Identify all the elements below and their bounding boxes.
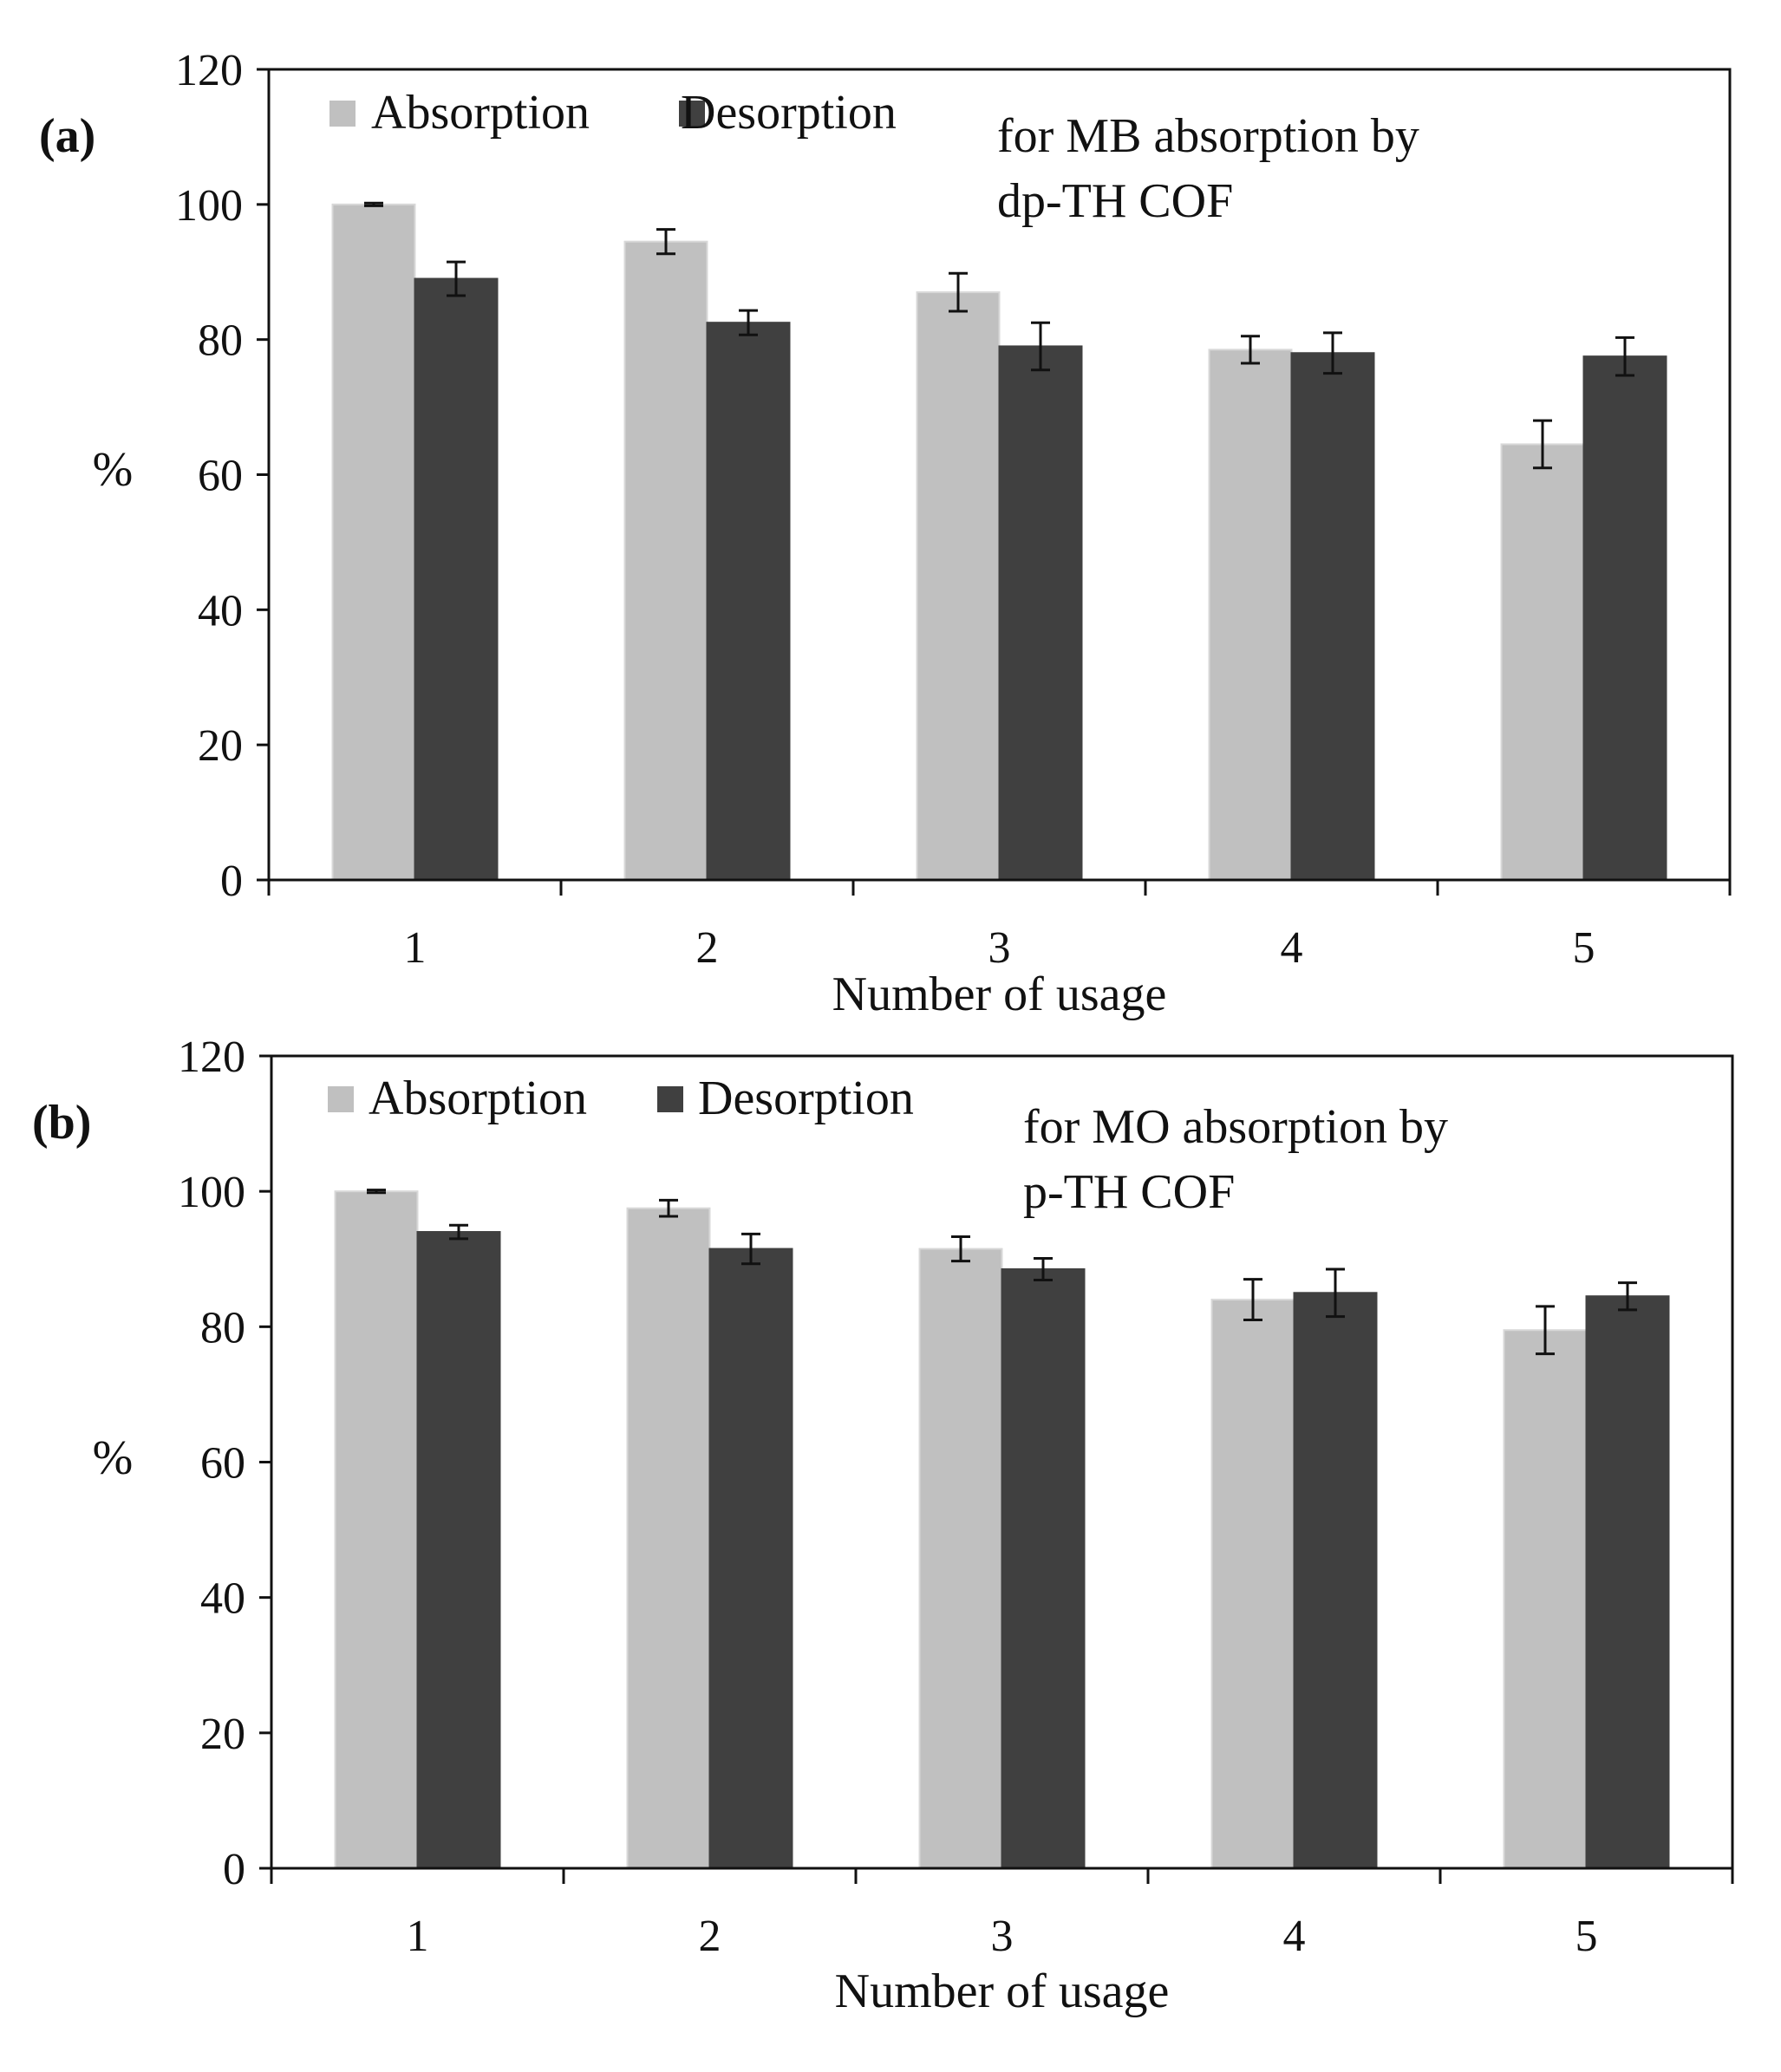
bar-desorption-3 (998, 345, 1083, 882)
x-tick-label: 5 (1576, 1912, 1598, 1961)
bar-desorption-1 (414, 277, 499, 881)
x-tick-label: 5 (1573, 923, 1595, 973)
bar-absorption-5 (1503, 1329, 1588, 1870)
bar-absorption-2 (626, 1207, 711, 1869)
annotation-line-1: for MB absorption by (997, 109, 1419, 163)
panel-label: (b) (32, 1096, 91, 1150)
y-tick-label: 20 (198, 721, 243, 771)
legend-swatch-desorption (657, 1086, 683, 1112)
y-tick-label: 120 (175, 46, 243, 95)
y-tick-label: 100 (175, 181, 243, 231)
legend-swatch-desorption (679, 101, 705, 127)
legend-label-absorption: Absorption (371, 86, 590, 140)
x-tick-label: 1 (404, 923, 427, 973)
legend-label-desorption: Desorption (698, 1072, 914, 1125)
bar-absorption-2 (623, 240, 708, 881)
legend-label-desorption: Desorption (681, 86, 897, 140)
bar-desorption-3 (1001, 1267, 1086, 1869)
bar-absorption-5 (1500, 443, 1585, 881)
panel-label: (a) (39, 109, 95, 163)
x-tick-label: 4 (1283, 1912, 1306, 1961)
annotation-line-2: p-TH COF (1023, 1165, 1235, 1219)
y-tick-label: 40 (198, 586, 243, 635)
y-tick-label: 100 (178, 1168, 245, 1217)
x-tick-label: 4 (1281, 923, 1303, 973)
x-tick-label: 1 (407, 1912, 429, 1961)
bar-desorption-4 (1293, 1292, 1378, 1869)
bar-desorption-2 (706, 322, 791, 881)
annotation-line-2: dp-TH COF (997, 174, 1233, 228)
x-tick-label: 2 (699, 1912, 721, 1961)
chart-panel-a: 0 20 40 60 80 100 120 1 2 3 4 5 Number of usage% (a) A… (39, 46, 1732, 1021)
y-tick-label: 0 (223, 1845, 245, 1894)
bar-absorption-4 (1208, 349, 1293, 881)
legend-label-absorption: Absorption (369, 1072, 587, 1125)
annotation-line-1: for MO absorption by (1023, 1100, 1448, 1154)
y-axis-title: % (93, 443, 134, 497)
y-tick-label: 60 (198, 452, 243, 501)
y-tick-label: 20 (200, 1710, 245, 1759)
y-tick-label: 80 (198, 316, 243, 366)
bar-absorption-3 (918, 1248, 1003, 1869)
x-axis-title: Number of usage (835, 1964, 1170, 2018)
bar-absorption-1 (331, 203, 416, 882)
y-tick-label: 0 (220, 857, 243, 906)
x-tick-label: 2 (696, 923, 719, 973)
bar-desorption-1 (416, 1231, 501, 1870)
bar-desorption-5 (1585, 1295, 1670, 1869)
x-tick-label: 3 (991, 1912, 1014, 1961)
legend-swatch-absorption (328, 1086, 354, 1112)
y-tick-label: 80 (200, 1303, 245, 1352)
x-axis-title: Number of usage (832, 968, 1167, 1021)
y-tick-label: 60 (200, 1439, 245, 1489)
bar-desorption-4 (1290, 352, 1375, 881)
y-tick-label: 40 (200, 1574, 245, 1624)
bar-absorption-4 (1210, 1299, 1295, 1869)
y-tick-label: 120 (178, 1033, 245, 1082)
bar-absorption-3 (916, 291, 1001, 881)
chart-panel-b: 0 20 40 60 80 100 120 1 2 3 4 5 Number of usage% (b) A… (32, 1033, 1734, 2018)
bar-desorption-5 (1582, 355, 1667, 882)
legend-swatch-absorption (329, 101, 356, 127)
bar-desorption-2 (708, 1248, 793, 1869)
x-tick-label: 3 (988, 923, 1011, 973)
y-axis-title: % (93, 1431, 134, 1485)
bar-absorption-1 (334, 1190, 419, 1869)
